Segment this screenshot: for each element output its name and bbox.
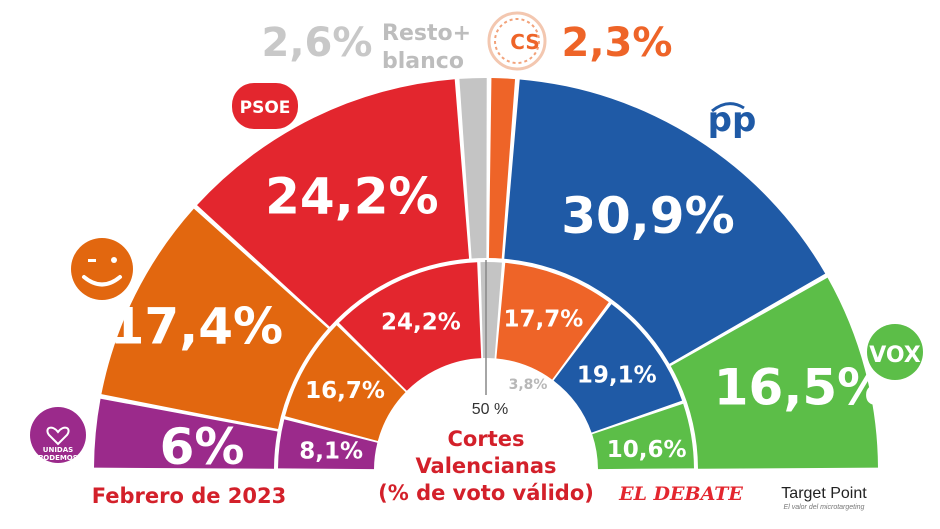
resto-value: 2,6% <box>262 20 373 66</box>
center-title-line2: Valencianas <box>415 454 556 478</box>
outer-segment-vox <box>670 277 878 469</box>
center-title-line1: Cortes <box>448 427 525 451</box>
outer-segment-pp <box>504 79 826 364</box>
unidas-podemos-logo: UNIDAS PODEMOS <box>30 407 86 463</box>
outer-label-comprom-s: 17,4% <box>110 298 283 356</box>
pp-logo-text: pp <box>708 100 757 140</box>
inner-segment-psoe <box>338 262 482 391</box>
inner-label-pp: 19,1% <box>577 362 657 388</box>
inner-segment-pp <box>553 304 683 433</box>
outer-segment-unidas-podemos <box>94 398 278 469</box>
target-point-subtitle: El valor del microtargeting <box>784 504 865 511</box>
psoe-logo: PSOE <box>232 83 298 129</box>
inner-segment-unidas-podemos <box>278 419 378 470</box>
inner-segment-cs <box>496 262 609 380</box>
smiley-face-icon <box>71 238 133 300</box>
survey-date: Febrero de 2023 <box>92 484 287 508</box>
outer-segment-cs <box>488 78 516 259</box>
target-point-title: Target Point <box>781 485 867 502</box>
unidas-logo-line2: PODEMOS <box>38 454 78 462</box>
outer-label-unidas-podemos: 6% <box>160 418 245 476</box>
pp-logo: pp <box>708 100 757 140</box>
inner-label-resto-blanco: 3,8% <box>509 377 548 393</box>
outer-segment-resto-blanco <box>459 78 487 259</box>
inner-label-comprom-s: 16,7% <box>305 378 385 404</box>
inner-label-cs: 17,7% <box>503 307 583 333</box>
resto-label-line1: Resto+ <box>382 21 471 46</box>
inner-label-unidas-podemos: 8,1% <box>299 439 363 465</box>
outer-label-vox: 16,5% <box>714 359 887 417</box>
outer-ring <box>94 78 878 469</box>
el-debate-brand: EL DEBATE <box>618 483 743 505</box>
cs-logo: CS <box>487 11 547 71</box>
vox-logo: VOX <box>867 324 923 380</box>
inner-segment-comprom-s <box>285 325 406 441</box>
inner-label-vox: 10,6% <box>607 437 687 463</box>
fifty-percent-label: 50 % <box>472 401 508 418</box>
outer-segment-comprom-s <box>101 208 329 429</box>
inner-segment-vox <box>592 403 694 470</box>
cs-logo-text: CS <box>510 30 539 54</box>
outer-labels: 6% 17,4% 24,2% 30,9% 16,5% <box>110 167 888 475</box>
vox-logo-text: VOX <box>869 343 921 368</box>
cs-value: 2,3% <box>562 20 673 66</box>
center-title-line3: (% de voto válido) <box>378 481 594 505</box>
inner-label-psoe: 24,2% <box>381 310 461 336</box>
unidas-logo-line1: UNIDAS <box>43 446 73 454</box>
outer-segment-psoe <box>197 79 470 327</box>
resto-label-line2: blanco <box>382 49 464 74</box>
outer-label-psoe: 24,2% <box>265 167 438 225</box>
psoe-logo-text: PSOE <box>240 98 291 118</box>
inner-labels: 8,1% 16,7% 24,2% 3,8% 17,7% 19,1% 10,6% <box>299 307 686 465</box>
outer-label-pp: 30,9% <box>561 187 734 245</box>
